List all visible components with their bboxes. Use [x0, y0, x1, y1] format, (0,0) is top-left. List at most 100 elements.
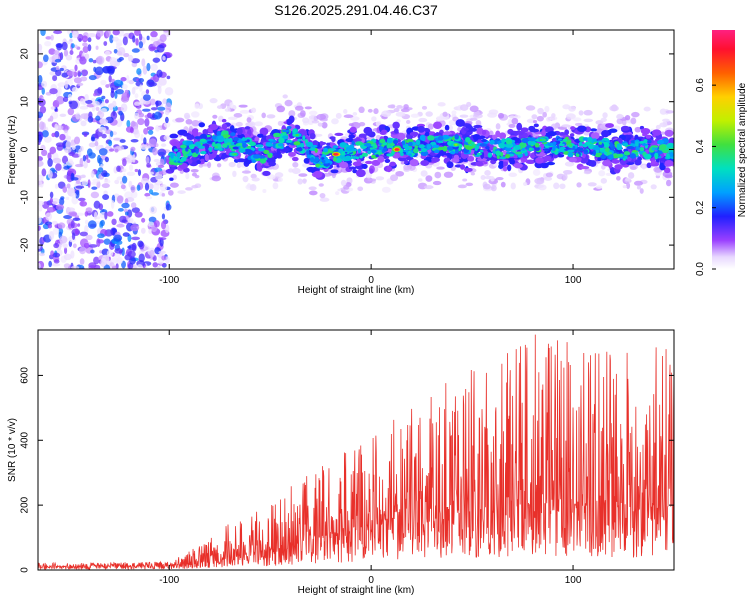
band-blob	[520, 127, 529, 133]
noise-blob	[134, 101, 141, 106]
core-blob	[568, 143, 573, 148]
noise-blob	[69, 49, 74, 56]
noise-blob	[121, 84, 128, 90]
band-blob	[345, 137, 354, 143]
halo-blob	[418, 178, 423, 182]
noise-blob	[38, 156, 43, 162]
halo-blob	[655, 124, 661, 130]
band-blob	[459, 164, 466, 170]
core-blob	[378, 146, 384, 150]
core-blob	[499, 156, 507, 160]
halo-blob	[373, 108, 379, 115]
noise-blob	[109, 130, 114, 138]
halo-blob	[495, 123, 501, 130]
core-blob	[361, 152, 369, 157]
core-blob	[578, 141, 583, 147]
noise-blob	[96, 180, 101, 189]
noise-blob	[124, 198, 129, 205]
noise-blob	[84, 211, 89, 217]
noise-blob	[55, 43, 63, 48]
halo-blob	[183, 112, 191, 120]
noise-blob	[82, 42, 88, 47]
noise-blob	[77, 197, 86, 202]
noise-blob	[161, 193, 166, 197]
core-blob	[557, 138, 563, 141]
halo-blob	[595, 185, 603, 190]
core-blob	[208, 147, 213, 151]
noise-blob	[96, 30, 104, 37]
halo-blob	[335, 112, 342, 119]
noise-blob	[149, 98, 156, 106]
noise-blob	[90, 181, 98, 185]
band-blob	[377, 155, 385, 163]
noise-blob	[159, 158, 165, 166]
halo-blob	[602, 112, 608, 119]
halo-blob	[274, 172, 284, 178]
halo-blob	[318, 183, 324, 187]
core-blob	[441, 134, 450, 140]
core-blob	[375, 154, 379, 158]
core-blob	[622, 142, 629, 147]
halo-blob	[343, 109, 348, 114]
noise-blob	[97, 154, 102, 164]
core-blob	[657, 139, 665, 145]
noise-blob	[79, 145, 84, 152]
noise-blob	[41, 168, 47, 177]
noise-blob	[131, 242, 137, 252]
noise-blob	[128, 180, 133, 188]
halo-blob	[228, 161, 236, 168]
halo-blob	[400, 161, 405, 165]
noise-blob	[38, 49, 43, 55]
core-blob	[454, 134, 459, 140]
noise-blob	[38, 204, 43, 212]
noise-blob	[69, 212, 77, 216]
halo-blob	[465, 182, 474, 187]
core-blob	[572, 145, 576, 151]
noise-blob	[101, 170, 108, 177]
noise-blob	[114, 179, 120, 185]
core-blob	[604, 147, 610, 153]
band-blob	[381, 129, 388, 134]
halo-blob	[343, 185, 350, 190]
noise-blob	[103, 41, 108, 46]
noise-blob	[126, 74, 130, 83]
band-blob	[371, 159, 381, 166]
noise-blob	[71, 232, 76, 240]
halo-blob	[224, 108, 231, 112]
noise-blob	[59, 67, 64, 72]
halo-blob	[425, 175, 433, 182]
core-blob	[401, 140, 406, 146]
noise-blob	[83, 161, 88, 169]
noise-blob	[83, 132, 88, 138]
noise-blob	[63, 49, 69, 57]
noise-blob	[138, 253, 145, 263]
band-blob	[605, 123, 614, 128]
noise-blob	[164, 224, 170, 233]
noise-blob	[120, 77, 127, 82]
halo-blob	[483, 183, 491, 190]
core-blob	[282, 132, 287, 136]
noise-blob	[128, 80, 135, 85]
halo-blob	[574, 122, 583, 127]
band-blob	[564, 129, 570, 136]
band-blob	[355, 169, 366, 178]
core-blob	[479, 143, 488, 147]
noise-blob	[112, 36, 119, 42]
noise-blob	[41, 80, 48, 88]
halo-blob	[194, 103, 200, 109]
halo-blob	[241, 170, 251, 174]
noise-blob	[126, 154, 135, 164]
core-blob	[286, 125, 292, 130]
noise-blob	[51, 201, 58, 205]
peak-blob	[539, 138, 543, 141]
noise-blob	[136, 264, 143, 269]
noise-blob	[135, 38, 139, 46]
halo-blob	[246, 117, 252, 123]
halo-blob	[393, 107, 400, 113]
noise-blob	[141, 58, 146, 67]
core-blob	[629, 153, 637, 159]
noise-blob	[45, 212, 53, 221]
noise-blob	[142, 108, 151, 112]
core-blob	[323, 147, 329, 153]
spectrogram-ylabel: Frequency (Hz)	[7, 116, 18, 185]
